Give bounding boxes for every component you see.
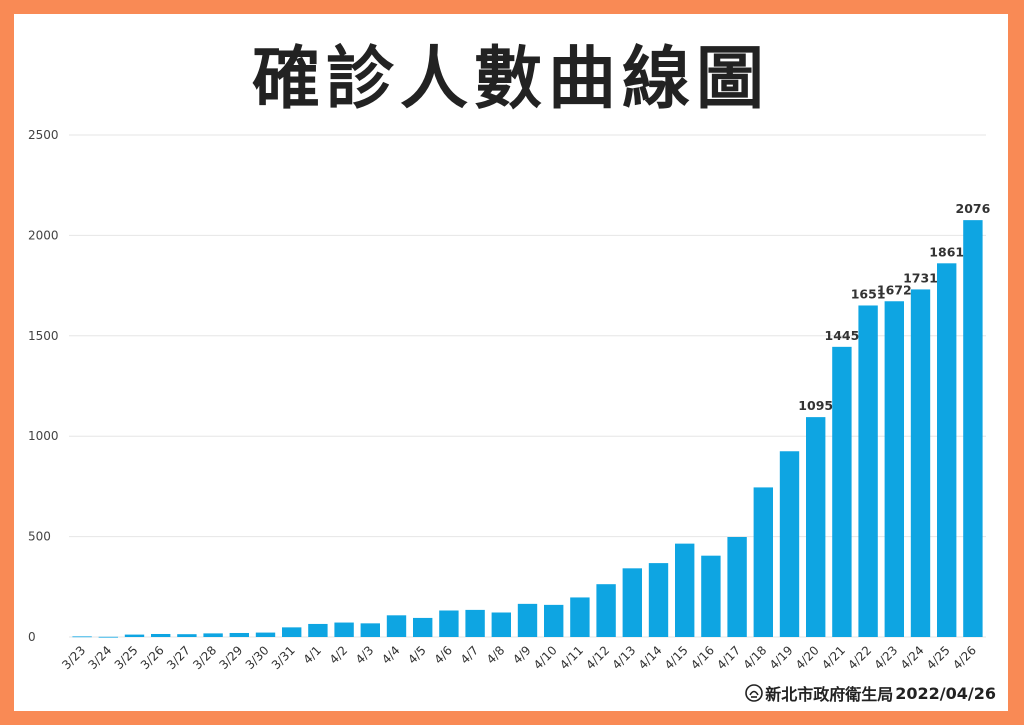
x-tick-label: 4/22 <box>845 643 874 672</box>
bar <box>465 609 485 637</box>
bar <box>177 634 197 637</box>
bar <box>491 612 511 637</box>
bar-chart: 0 500 1000 1500 2000 2500 3/233/243/253/263/27… <box>28 128 991 672</box>
data-label: 1731 <box>903 270 938 285</box>
bar <box>806 417 826 637</box>
x-tick-label: 4/5 <box>405 643 429 667</box>
y-tick-label: 2000 <box>28 228 59 242</box>
bar <box>151 633 171 637</box>
x-tick-label: 4/2 <box>327 643 351 667</box>
x-tick-label: 4/10 <box>531 643 560 672</box>
x-tick-label: 3/25 <box>112 643 141 672</box>
x-tick-label: 3/29 <box>216 643 245 672</box>
x-tick-label: 4/8 <box>484 643 508 667</box>
x-tick-label: 4/13 <box>609 643 638 672</box>
x-tick-label: 4/19 <box>767 643 796 672</box>
data-label: 1095 <box>798 398 833 413</box>
x-tick-label: 4/3 <box>353 643 377 667</box>
x-tick-label: 4/16 <box>688 643 717 672</box>
x-tick-label: 3/30 <box>243 643 272 672</box>
x-tick-label: 4/14 <box>636 643 665 672</box>
bar <box>884 301 904 637</box>
bar <box>727 537 747 637</box>
bar <box>282 627 302 637</box>
x-tick-label: 4/11 <box>557 643 586 672</box>
x-tick-label: 3/24 <box>85 643 114 672</box>
x-tick-label: 3/31 <box>269 643 298 672</box>
bar <box>858 305 878 637</box>
x-tick-label: 4/7 <box>458 643 482 667</box>
x-tick-label: 4/26 <box>950 643 979 672</box>
agency-logo-icon <box>745 684 764 702</box>
bar <box>72 636 92 638</box>
y-tick-label: 1000 <box>28 429 59 443</box>
y-tick-label: 1500 <box>28 329 59 343</box>
bar <box>937 263 957 637</box>
footer: 新北市政府衛生局 2022/04/26 <box>745 681 996 705</box>
x-tick-label: 4/20 <box>793 643 822 672</box>
bar <box>544 604 564 637</box>
bar <box>648 563 669 637</box>
bar <box>413 617 433 637</box>
bar <box>334 622 354 637</box>
data-label: 1672 <box>877 282 912 297</box>
chart-frame: 確診人數曲線圖 0 500 1000 1500 2000 2500 3/23 3/24 3/25… <box>14 14 1008 711</box>
bar <box>255 632 276 637</box>
x-tick-label: 3/27 <box>164 643 193 672</box>
y-tick-label: 500 <box>28 530 51 544</box>
data-label: 1445 <box>825 328 860 343</box>
x-tick-label: 4/12 <box>583 643 612 672</box>
y-tick-label: 0 <box>28 630 36 644</box>
footer-date: 2022/04/26 <box>895 683 996 703</box>
x-tick-label: 4/15 <box>662 643 691 672</box>
x-tick-label: 4/18 <box>740 643 769 672</box>
x-tick-label: 4/23 <box>871 643 900 672</box>
bar <box>753 487 773 637</box>
x-tick-label: 4/4 <box>379 643 403 667</box>
bar <box>570 597 590 637</box>
data-label: 1651 <box>851 286 886 301</box>
bar <box>675 543 695 637</box>
x-tick-label: 4/21 <box>819 643 848 672</box>
data-label: 1861 <box>929 244 964 259</box>
bar <box>596 584 616 637</box>
chart-title: 確診人數曲線圖 <box>251 40 770 119</box>
x-tick-label: 3/28 <box>190 643 219 672</box>
x-tick-label: 3/26 <box>138 643 167 672</box>
bar <box>701 555 721 637</box>
x-tick-label: 4/9 <box>510 643 534 667</box>
bar <box>360 623 380 637</box>
x-tick-label: 4/1 <box>300 643 324 667</box>
bar <box>910 289 931 637</box>
bar <box>308 623 328 637</box>
bar <box>832 346 852 637</box>
bar <box>517 603 538 637</box>
bar <box>229 632 249 637</box>
x-tick-label: 4/6 <box>431 643 455 667</box>
bar <box>124 634 145 637</box>
bar <box>779 451 800 637</box>
y-tick-label: 2500 <box>28 128 59 142</box>
bar <box>203 633 223 637</box>
footer-agency: 新北市政府衛生局 <box>765 685 894 704</box>
bar <box>386 615 407 637</box>
x-tick-label: 4/25 <box>924 643 953 672</box>
bar <box>98 636 118 638</box>
x-tick-label: 4/24 <box>898 643 927 672</box>
x-tick-label: 4/17 <box>714 643 743 672</box>
data-label: 2076 <box>956 201 991 216</box>
bar <box>439 610 459 637</box>
bar <box>622 568 642 637</box>
bar <box>963 220 983 637</box>
x-tick-label: 3/23 <box>59 643 88 672</box>
